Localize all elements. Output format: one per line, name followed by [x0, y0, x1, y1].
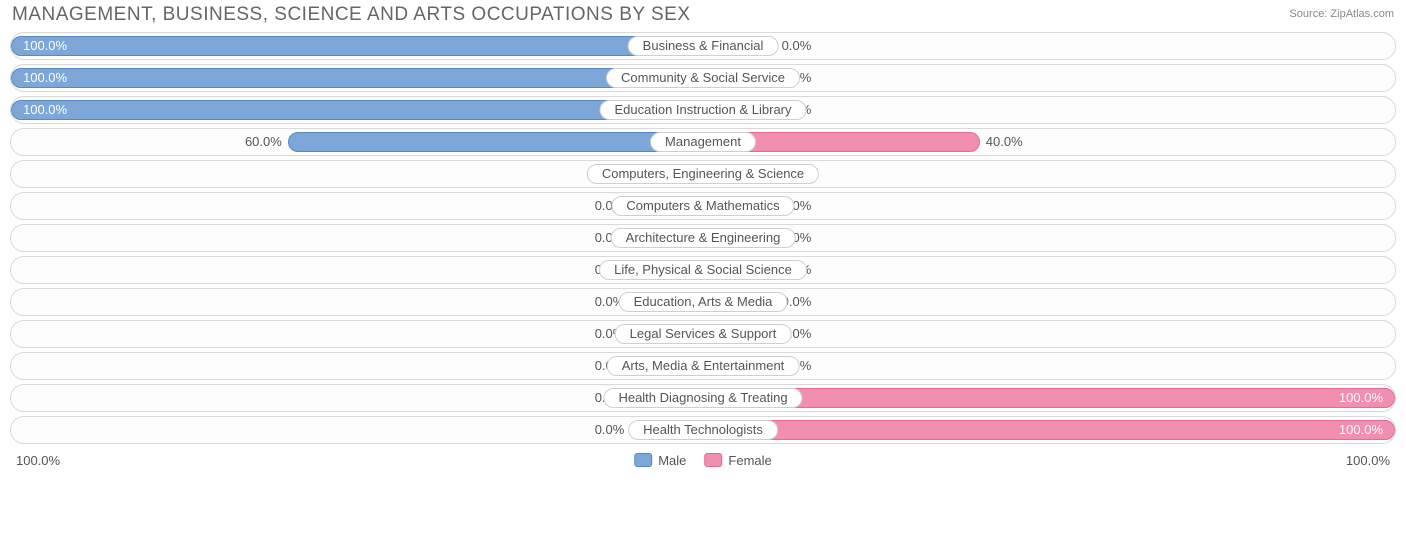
chart-row: 0.0%0.0%Education, Arts & Media	[10, 288, 1396, 316]
category-pill: Legal Services & Support	[615, 324, 792, 344]
female-value: 100.0%	[1339, 417, 1383, 444]
male-bar	[288, 132, 703, 152]
category-pill: Management	[650, 132, 756, 152]
legend-female: Female	[704, 453, 771, 468]
chart-container: MANAGEMENT, BUSINESS, SCIENCE AND ARTS O…	[0, 0, 1406, 476]
male-bar	[11, 68, 703, 88]
chart-row: 0.0%0.0%Life, Physical & Social Science	[10, 256, 1396, 284]
chart-row: 100.0%0.0%Community & Social Service	[10, 64, 1396, 92]
chart-footer: 100.0% Male Female 100.0%	[6, 444, 1400, 470]
legend: Male Female	[634, 453, 772, 468]
chart-row: 0.0%0.0%Computers & Mathematics	[10, 192, 1396, 220]
chart-row: 0.0%100.0%Health Diagnosing & Treating	[10, 384, 1396, 412]
chart-row: 100.0%0.0%Education Instruction & Librar…	[10, 96, 1396, 124]
male-value: 100.0%	[23, 97, 67, 124]
legend-female-label: Female	[728, 453, 771, 468]
chart-row: 0.0% 100.0% Health Technologists	[10, 416, 1396, 444]
category-pill: Computers & Mathematics	[611, 196, 794, 216]
female-bar	[703, 420, 1395, 440]
category-pill: Education, Arts & Media	[619, 292, 788, 312]
category-pill: Health Diagnosing & Treating	[603, 388, 802, 408]
category-pill: Architecture & Engineering	[611, 228, 796, 248]
female-swatch-icon	[704, 453, 722, 467]
chart-row: 100.0% 0.0%Business & Financial	[10, 32, 1396, 60]
male-bar	[11, 36, 703, 56]
chart-row: 0.0%0.0%Computers, Engineering & Science	[10, 160, 1396, 188]
chart-header: MANAGEMENT, BUSINESS, SCIENCE AND ARTS O…	[6, 4, 1400, 32]
male-value: 0.0%	[595, 417, 631, 444]
female-value: 100.0%	[1339, 385, 1383, 412]
category-pill: Computers, Engineering & Science	[587, 164, 819, 184]
axis-left-label: 100.0%	[16, 453, 60, 468]
legend-male: Male	[634, 453, 686, 468]
axis-right-label: 100.0%	[1346, 453, 1390, 468]
category-pill: Community & Social Service	[606, 68, 800, 88]
male-value: 60.0%	[245, 129, 288, 156]
chart-row: 0.0%0.0%Legal Services & Support	[10, 320, 1396, 348]
chart-source: Source: ZipAtlas.com	[1289, 4, 1394, 20]
category-pill: Health Technologists	[628, 420, 778, 440]
chart-row: 0.0%0.0%Arts, Media & Entertainment	[10, 352, 1396, 380]
male-value: 100.0%	[23, 65, 67, 92]
category-pill: Business & Financial	[628, 36, 779, 56]
category-pill: Arts, Media & Entertainment	[607, 356, 800, 376]
chart-row: 60.0% 40.0% Management	[10, 128, 1396, 156]
chart-rows: 100.0%0.0%Business & Financial100.0%0.0%…	[6, 32, 1400, 444]
category-pill: Life, Physical & Social Science	[599, 260, 807, 280]
male-value: 100.0%	[23, 33, 67, 60]
female-value: 40.0%	[980, 129, 1023, 156]
female-bar	[703, 388, 1395, 408]
male-swatch-icon	[634, 453, 652, 467]
category-pill: Education Instruction & Library	[599, 100, 806, 120]
legend-male-label: Male	[658, 453, 686, 468]
female-value: 0.0%	[776, 33, 812, 60]
chart-row: 0.0%0.0%Architecture & Engineering	[10, 224, 1396, 252]
chart-title: MANAGEMENT, BUSINESS, SCIENCE AND ARTS O…	[12, 4, 691, 26]
